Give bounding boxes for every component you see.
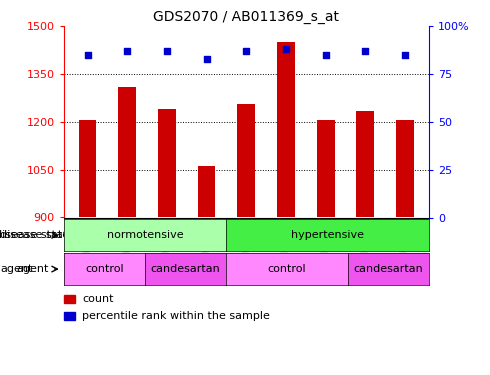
Text: agent: agent: [16, 264, 49, 274]
Text: disease state: disease state: [0, 230, 74, 240]
Point: [361, 48, 369, 54]
Bar: [277, 42, 295, 218]
Bar: [317, 120, 335, 218]
Point: [282, 46, 290, 52]
Point: [84, 52, 92, 58]
Text: control: control: [85, 264, 123, 274]
Point: [243, 48, 250, 54]
Point: [401, 52, 409, 58]
Text: count: count: [82, 294, 114, 304]
Title: GDS2070 / AB011369_s_at: GDS2070 / AB011369_s_at: [153, 10, 339, 24]
Bar: [158, 109, 176, 217]
Text: agent: agent: [0, 264, 32, 274]
Bar: [78, 120, 97, 218]
Text: candesartan: candesartan: [353, 264, 423, 274]
Bar: [118, 87, 136, 218]
Bar: [64, 295, 74, 303]
Text: percentile rank within the sample: percentile rank within the sample: [82, 311, 270, 321]
Text: control: control: [268, 264, 306, 274]
Bar: [356, 111, 374, 218]
Text: hypertensive: hypertensive: [291, 230, 364, 240]
Text: disease state: disease state: [0, 230, 70, 240]
Bar: [197, 166, 216, 218]
Point: [321, 52, 329, 58]
Point: [203, 56, 211, 62]
Text: candesartan: candesartan: [150, 264, 220, 274]
Bar: [237, 104, 255, 218]
Bar: [64, 312, 74, 320]
Bar: [396, 120, 414, 218]
Point: [123, 48, 131, 54]
Point: [163, 48, 171, 54]
Text: normotensive: normotensive: [106, 230, 183, 240]
